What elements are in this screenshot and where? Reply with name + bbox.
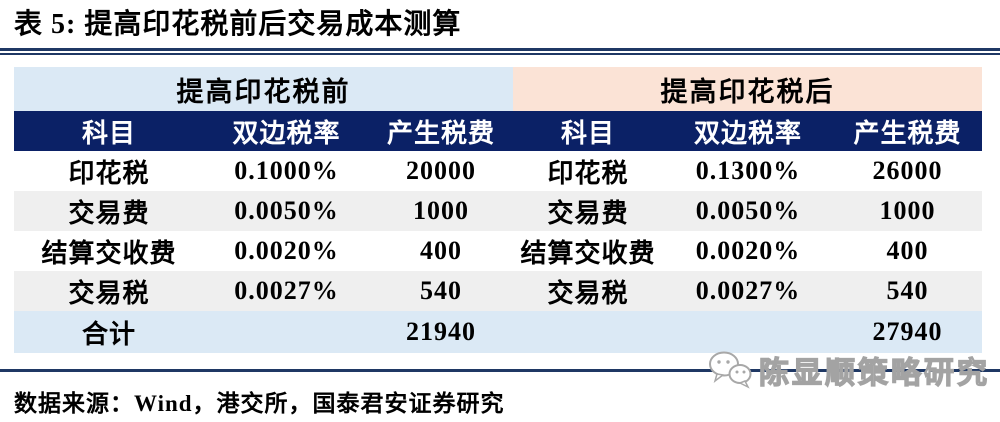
table-cell: 交易税 <box>547 278 629 308</box>
table-cell: 印花税 <box>68 158 150 188</box>
table-cell: 结算交收费 <box>520 238 656 268</box>
column-header: 科目 <box>81 118 136 148</box>
total-cell: 21940 <box>406 317 476 346</box>
data-source-line: 数据来源：Wind，港交所，国泰君安证券研究 <box>14 391 505 416</box>
table-cell: 400 <box>886 236 929 265</box>
table-row: 结算交收费 0.0020% 400 结算交收费 0.0020% 400 <box>14 231 982 271</box>
table-cell: 0.0027% <box>234 276 339 305</box>
cost-table: 提高印花税前 提高印花税后 科目 双边税率 产生税费 科目 双边税率 产生税费 … <box>14 67 982 353</box>
table-cell: 26000 <box>872 156 943 185</box>
total-cell <box>663 311 833 353</box>
table-title: 表 5: 提高印花税前后交易成本测算 <box>14 9 462 40</box>
total-cell <box>513 311 663 353</box>
column-header: 科目 <box>560 118 615 148</box>
total-cell: 27940 <box>872 317 943 346</box>
table-cell: 1000 <box>879 196 936 225</box>
table-cell: 0.1300% <box>695 156 801 185</box>
table-row: 交易税 0.0027% 540 交易税 0.0027% 540 <box>14 271 982 311</box>
group-header-before: 提高印花税前 <box>14 67 513 111</box>
total-row: 合计 21940 27940 <box>14 311 982 353</box>
column-header: 双边税率 <box>232 118 341 148</box>
table-cell: 0.0020% <box>234 236 339 265</box>
table-row: 印花税 0.1000% 20000 印花税 0.1300% 26000 <box>14 151 982 191</box>
table-cell: 交易费 <box>68 198 150 228</box>
table-cell: 540 <box>886 276 929 305</box>
table-cell: 20000 <box>406 156 476 185</box>
table-cell: 印花税 <box>547 158 629 188</box>
table-cell: 交易税 <box>68 278 150 308</box>
table-cell: 0.0020% <box>695 236 801 265</box>
column-header: 产生税费 <box>853 118 962 148</box>
column-header: 产生税费 <box>386 118 495 148</box>
table-cell: 0.1000% <box>234 156 339 185</box>
table-cell: 1000 <box>413 196 469 225</box>
table-row: 交易费 0.0050% 1000 交易费 0.0050% 1000 <box>14 191 982 231</box>
table-cell: 0.0050% <box>695 196 801 225</box>
column-header: 双边税率 <box>693 118 802 148</box>
group-header-row: 提高印花税前 提高印花税后 <box>14 67 982 111</box>
table-cell: 400 <box>420 236 462 265</box>
table-cell: 540 <box>420 276 462 305</box>
table-cell: 0.0050% <box>234 196 339 225</box>
group-header-after: 提高印花税后 <box>513 67 982 111</box>
table-cell: 交易费 <box>547 198 629 228</box>
table-cell: 0.0027% <box>695 276 801 305</box>
total-cell <box>204 311 369 353</box>
bottom-rule <box>0 369 1000 372</box>
title-double-rule <box>0 48 1000 55</box>
total-cell: 合计 <box>81 319 136 349</box>
table-cell: 结算交收费 <box>41 238 177 268</box>
column-header-row: 科目 双边税率 产生税费 科目 双边税率 产生税费 <box>14 111 982 151</box>
